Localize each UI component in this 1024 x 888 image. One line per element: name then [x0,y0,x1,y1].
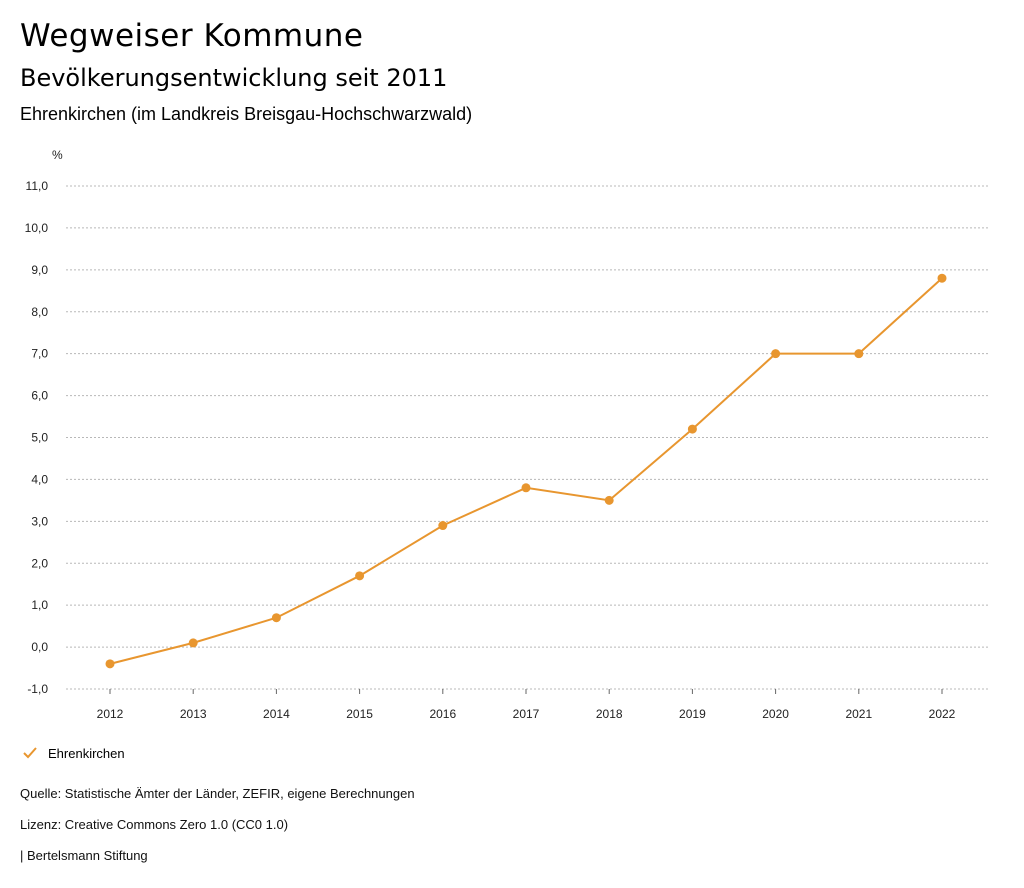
series-line[interactable] [109,277,943,665]
y-tick-label: 8,0 [31,305,48,319]
data-point[interactable] [521,483,531,493]
y-tick-label: 11,0 [26,179,49,193]
chart-subtitle: Bevölkerungsentwicklung seit 2011 [20,64,448,92]
y-tick-label: 3,0 [31,514,48,528]
publisher-note: | Bertelsmann Stiftung [20,848,148,863]
x-tick-label: 2020 [762,707,789,721]
source-note: Quelle: Statistische Ämter der Länder, Z… [20,786,415,801]
page-title: Wegweiser Kommune [20,18,364,54]
y-tick-label: 10,0 [25,221,49,235]
y-tick-label: 2,0 [31,556,48,570]
data-point[interactable] [687,424,697,434]
y-axis-unit: % [52,148,63,162]
x-tick-label: 2021 [845,707,872,721]
y-tick-label: 4,0 [31,472,48,486]
y-tick-label: 1,0 [31,598,48,612]
x-tick-label: 2018 [596,707,623,721]
legend[interactable]: Ehrenkirchen [22,745,125,761]
y-tick-label: 9,0 [31,263,48,277]
y-tick-label: 6,0 [31,389,48,403]
x-axis-ticks: 2012 2013 2014 2015 2016 2017 2018 2019 2020 2021… [97,689,956,721]
x-tick-label: 2013 [180,707,207,721]
data-point[interactable] [604,495,614,505]
x-tick-label: 2017 [513,707,540,721]
data-point[interactable] [188,638,198,648]
grid-lines [66,185,990,690]
y-tick-label: 0,0 [31,640,48,654]
data-point[interactable] [105,659,115,669]
y-tick-label: 7,0 [31,347,48,361]
line-chart: % 11,0 10,0 9,0 8,0 7,0 6,0 5,0 4,0 3,0 2,0 1,0 0,0… [25,148,990,721]
y-axis-ticks: 11,0 10,0 9,0 8,0 7,0 6,0 5,0 4,0 3,0 2,0 1,0 0,0 -1… [25,179,49,696]
region-label: Ehrenkirchen (im Landkreis Breisgau-Hoch… [20,104,473,124]
y-tick-label: -1,0 [27,682,48,696]
data-point[interactable] [854,349,864,359]
x-tick-label: 2012 [97,707,124,721]
x-tick-label: 2016 [429,707,456,721]
series-ehrenkirchen[interactable] [105,273,947,669]
check-icon [23,747,37,759]
x-tick-label: 2015 [346,707,373,721]
data-point[interactable] [355,571,365,581]
data-point[interactable] [271,613,281,623]
data-point[interactable] [438,521,448,531]
x-tick-label: 2022 [929,707,956,721]
x-tick-label: 2014 [263,707,290,721]
y-tick-label: 5,0 [31,431,48,445]
data-point[interactable] [771,349,781,359]
data-point[interactable] [937,273,947,283]
license-note: Lizenz: Creative Commons Zero 1.0 (CC0 1… [20,817,289,832]
legend-label: Ehrenkirchen [48,745,125,761]
x-tick-label: 2019 [679,707,706,721]
